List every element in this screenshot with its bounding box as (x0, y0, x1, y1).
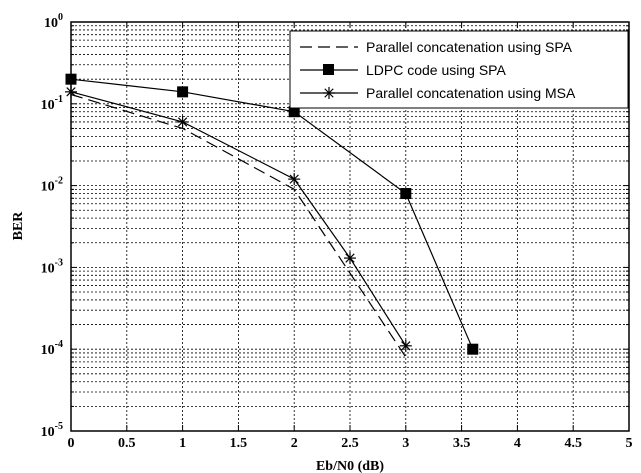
data-point-square (177, 86, 189, 98)
legend-star-shape (323, 87, 335, 99)
x-tick-label: 1 (179, 436, 186, 451)
y-tick-label: 10-4 (41, 339, 63, 358)
x-tick-label: 4 (514, 436, 521, 451)
series-layer (65, 73, 479, 358)
data-point-star (399, 339, 412, 352)
data-point-star (344, 252, 356, 265)
x-tick-label: 2.5 (341, 436, 359, 451)
x-tick-label: 4.5 (564, 436, 582, 451)
x-tick-label: 5 (626, 436, 633, 451)
legend-label-ldpc-spa: LDPC code using SPA (366, 62, 506, 78)
data-point-square (400, 188, 412, 200)
data-point-square (288, 106, 300, 118)
data-point-star (176, 115, 189, 128)
legend-marker-star (323, 87, 335, 99)
x-tick-label: 3 (402, 436, 409, 451)
x-tick-label: 1.5 (230, 436, 248, 451)
star-stroke (345, 253, 355, 263)
y-tick-label: 10-1 (41, 94, 63, 113)
y-tick-label: 10-2 (41, 176, 63, 195)
tick-labels: 0 0.5 1 1.5 2 2.5 3 3.5 4 4.5 5 100 10-1 10-2 10-3 10-4… (41, 12, 633, 451)
x-tick-label: 0.5 (118, 436, 136, 451)
y-tick-label: 10-5 (41, 421, 63, 440)
legend-marker-square (323, 64, 334, 75)
data-point-square (467, 343, 479, 355)
star-stroke (177, 117, 188, 127)
x-axis-label: Eb/N0 (dB) (316, 459, 384, 473)
y-tick-label: 10-3 (41, 257, 63, 276)
star-stroke (401, 341, 411, 351)
legend: Parallel concatenation using SPA LDPC co… (289, 30, 629, 109)
legend-label-msa-parallel: Parallel concatenation using MSA (366, 85, 576, 101)
x-tick-label: 3.5 (453, 436, 471, 451)
tick-layer (70, 22, 630, 431)
x-tick-label: 2 (291, 436, 298, 451)
y-axis-label: BER (11, 211, 26, 241)
x-tick-label: 0 (68, 436, 75, 451)
y-tick-label: 100 (44, 12, 63, 31)
legend-label-spa-parallel: Parallel concatenation using SPA (366, 39, 573, 55)
star-stroke (289, 174, 299, 184)
data-point-star (288, 173, 301, 186)
star-stroke (324, 88, 334, 98)
series-line-0 (70, 93, 407, 358)
